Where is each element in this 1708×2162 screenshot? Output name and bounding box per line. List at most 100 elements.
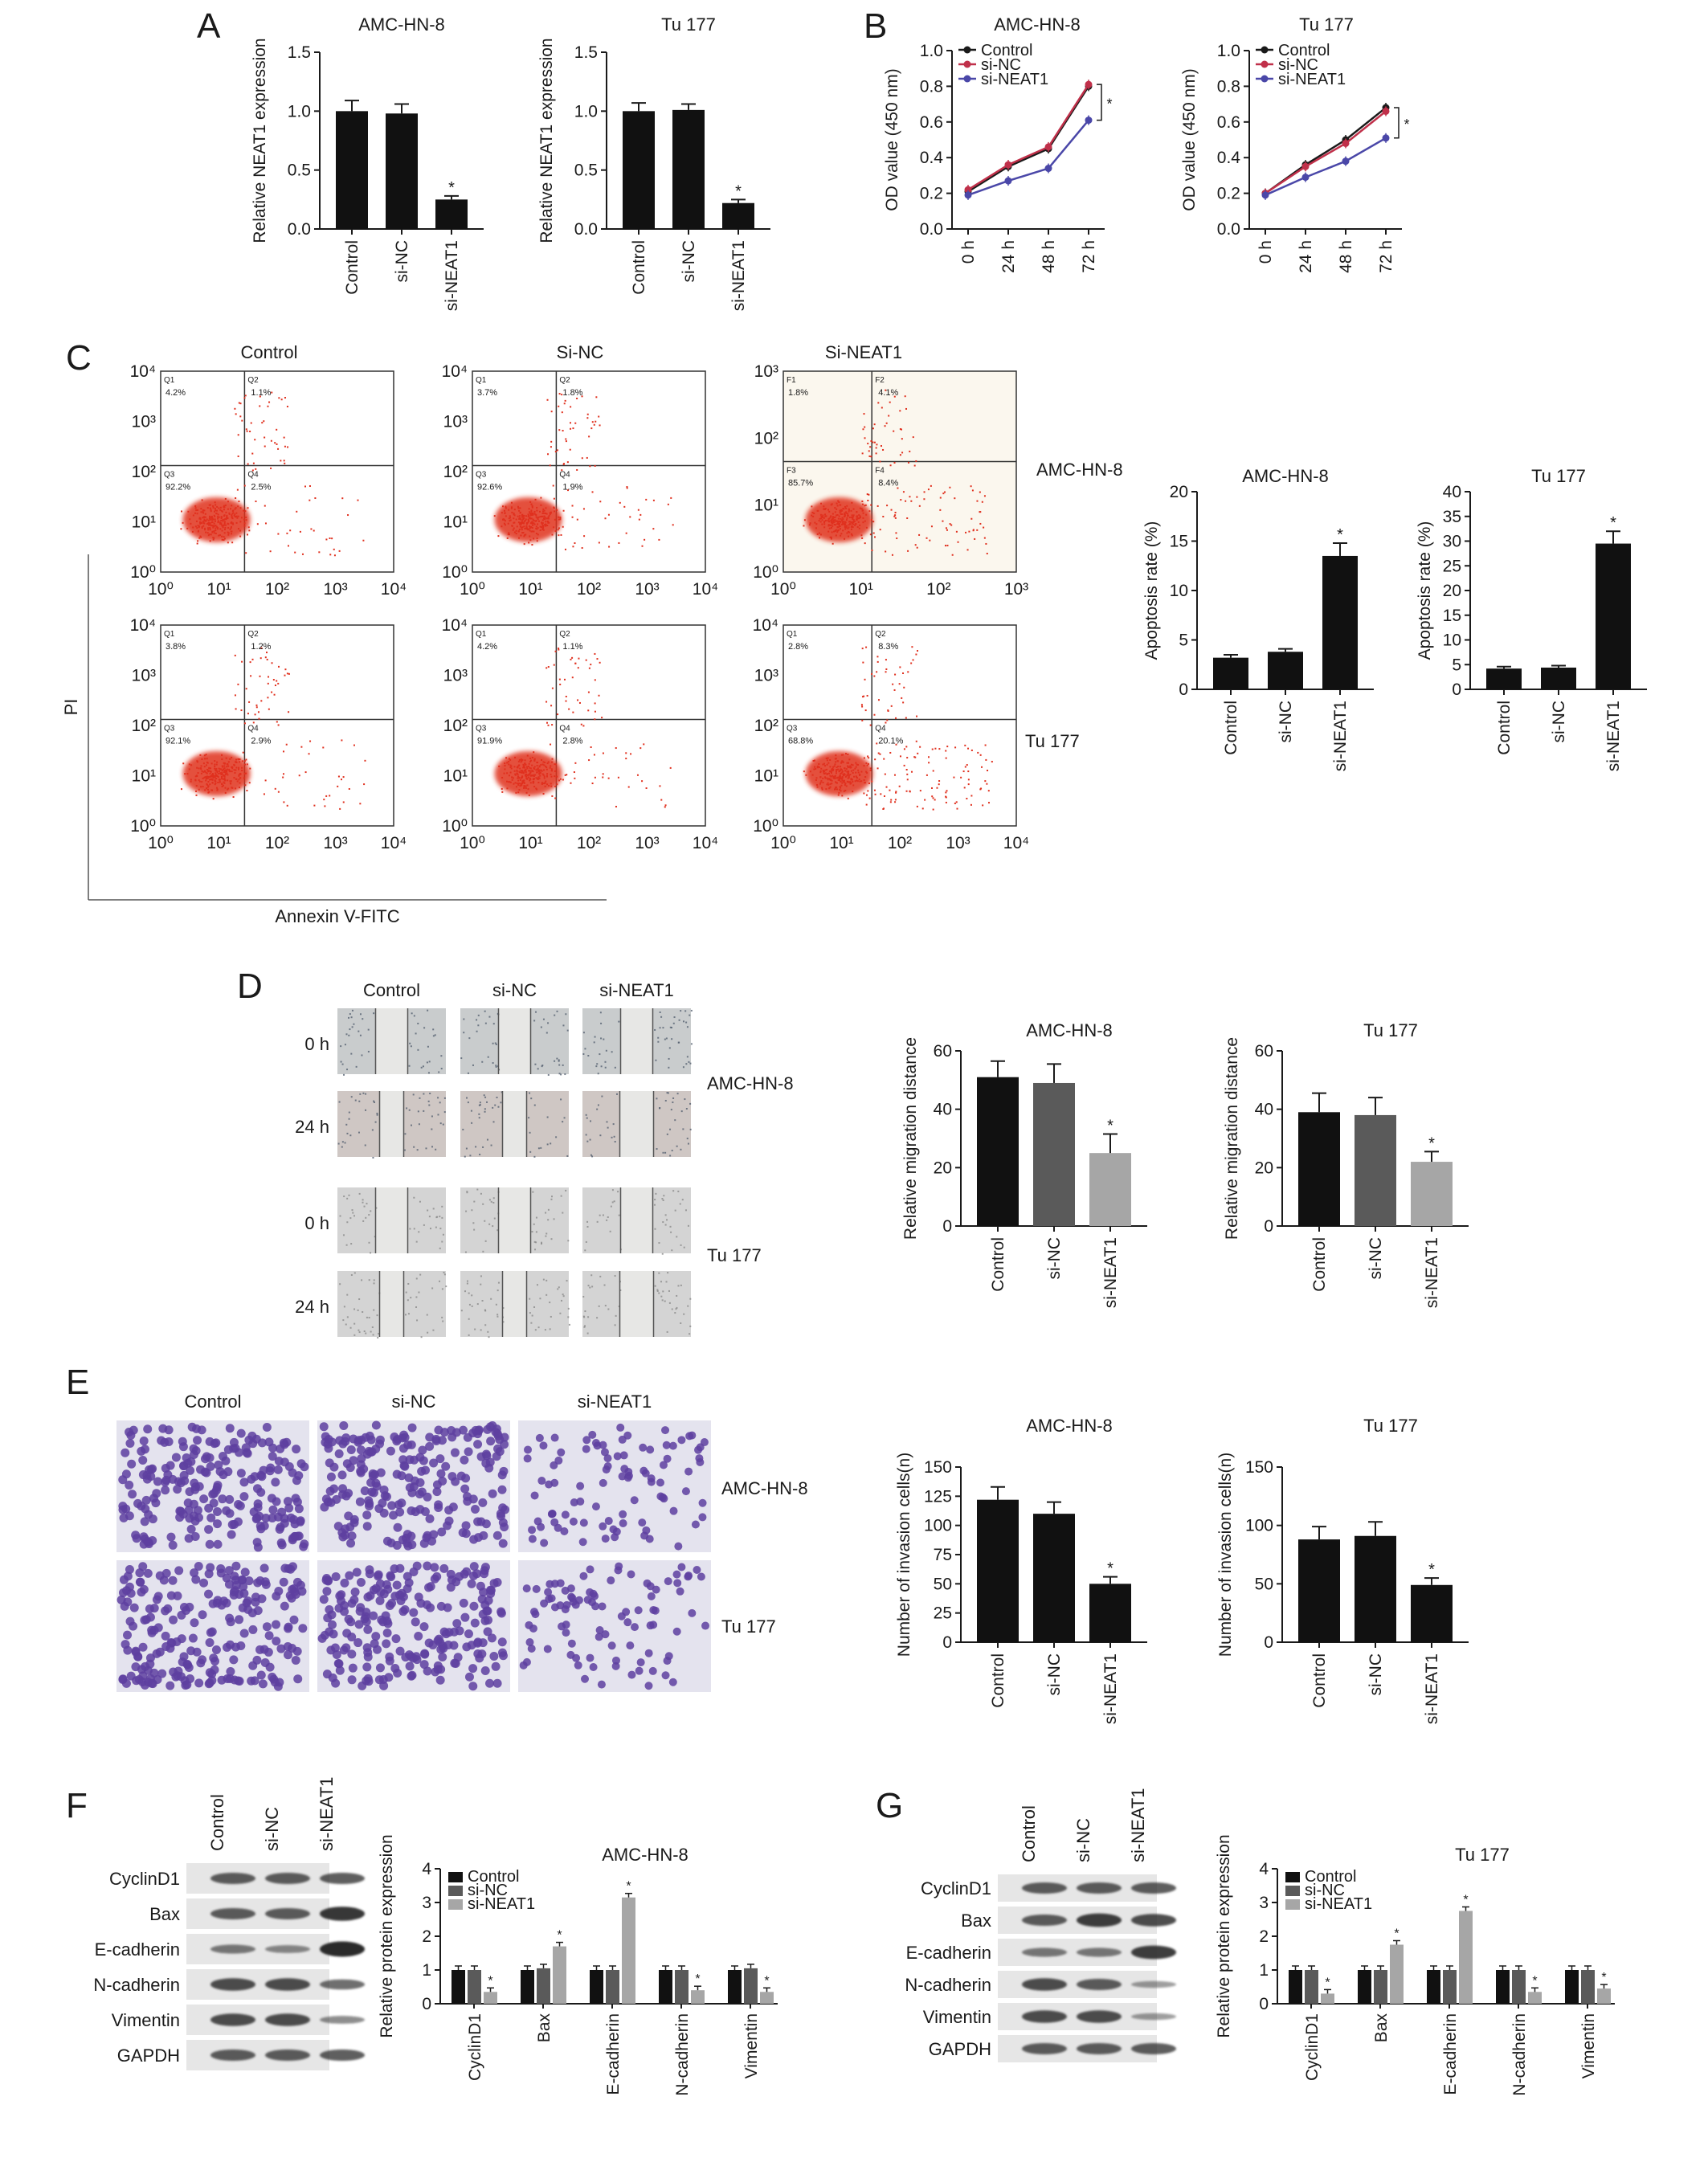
event-dot: [901, 438, 903, 440]
cell-speck: [484, 1220, 486, 1222]
cell-speck: [604, 1305, 607, 1307]
event-dot: [522, 518, 525, 521]
event-dot: [594, 702, 596, 705]
event-dot: [219, 779, 221, 781]
cell-speck: [597, 1073, 599, 1075]
stained-cell: [407, 1423, 417, 1432]
quadrant-name: Q3: [164, 725, 175, 734]
significance-star: *: [1337, 526, 1343, 544]
event-dot: [222, 520, 224, 522]
stained-cell: [192, 1424, 202, 1433]
cell-speck: [662, 1290, 664, 1293]
event-dot: [220, 516, 223, 518]
stained-cell: [461, 1473, 471, 1483]
bar: [1443, 1970, 1457, 2004]
event-dot: [832, 521, 834, 523]
event-dot: [572, 711, 574, 713]
stained-cell: [242, 1448, 251, 1457]
event-dot: [536, 509, 538, 512]
event-dot: [562, 525, 564, 528]
event-dot: [540, 504, 542, 506]
stained-cell: [405, 1661, 415, 1671]
cell-speck: [534, 1329, 537, 1331]
event-dot: [576, 518, 578, 521]
stained-cell: [209, 1498, 219, 1508]
bar: [1321, 1993, 1334, 2004]
cell-speck: [434, 1034, 436, 1036]
cell-speck: [558, 1286, 560, 1289]
event-dot: [847, 765, 849, 767]
stained-cell: [125, 1480, 134, 1490]
stained-cell: [291, 1494, 300, 1503]
event-dot: [607, 777, 610, 779]
event-dot: [955, 530, 958, 533]
stained-cell: [638, 1518, 647, 1527]
stained-cell: [347, 1649, 357, 1659]
event-dot: [979, 754, 982, 756]
event-dot: [529, 766, 531, 769]
event-dot: [934, 799, 936, 801]
event-dot: [521, 770, 523, 772]
event-dot: [625, 532, 627, 534]
event-dot: [618, 542, 620, 544]
event-dot: [811, 512, 814, 514]
event-dot: [286, 672, 288, 675]
event-dot: [256, 523, 259, 525]
event-dot: [591, 491, 594, 493]
stained-cell: [179, 1470, 189, 1480]
cell-speck: [443, 1273, 446, 1276]
cell-speck: [373, 1282, 375, 1285]
event-dot: [894, 514, 897, 517]
event-dot: [851, 516, 853, 518]
event-dot: [837, 768, 840, 770]
event-dot: [823, 526, 826, 529]
event-dot: [237, 455, 239, 457]
stained-cell: [171, 1453, 181, 1462]
stained-cell: [696, 1458, 705, 1467]
event-dot: [230, 525, 232, 528]
scratch-gap: [620, 1008, 653, 1074]
cell-speck: [487, 1330, 489, 1333]
event-dot: [823, 521, 826, 523]
event-dot: [856, 780, 859, 783]
stained-cell: [591, 1502, 600, 1511]
event-dot: [837, 526, 840, 529]
stained-cell: [485, 1678, 495, 1688]
y-tick-label: 1.0: [920, 42, 943, 60]
event-dot: [241, 769, 243, 771]
y-tick-label: 10²: [443, 717, 468, 735]
cell-speck: [371, 1129, 374, 1131]
event-dot: [194, 779, 197, 782]
cell-speck: [686, 1026, 689, 1028]
event-dot: [533, 778, 535, 780]
event-dot: [287, 446, 289, 448]
cell-speck: [611, 1136, 613, 1138]
cell-speck: [672, 1190, 675, 1192]
quadrant-name: Q2: [247, 630, 259, 639]
event-dot: [237, 515, 239, 517]
quadrant-value: 3.8%: [165, 642, 186, 652]
stained-cell: [268, 1452, 277, 1461]
x-tick-label: 10²: [265, 580, 289, 599]
cell-speck: [683, 1313, 685, 1315]
stained-cell: [415, 1453, 425, 1462]
event-dot: [602, 752, 604, 754]
event-dot: [829, 524, 832, 526]
stained-cell: [407, 1540, 417, 1550]
stained-cell: [619, 1519, 627, 1528]
event-dot: [215, 509, 217, 512]
event-dot: [869, 533, 872, 536]
cell-speck: [495, 1043, 497, 1045]
cell-speck: [405, 1314, 407, 1316]
scratch-gap: [379, 1271, 404, 1337]
cell-speck: [676, 1145, 678, 1147]
event-dot: [309, 740, 312, 742]
stained-cell: [493, 1444, 503, 1453]
event-dot: [547, 724, 550, 726]
event-dot: [523, 543, 525, 546]
event-dot: [591, 421, 594, 423]
event-dot: [524, 527, 526, 529]
cell-speck: [467, 1101, 469, 1104]
x-tick-label: 10⁰: [460, 834, 485, 852]
stained-cell: [659, 1461, 668, 1469]
